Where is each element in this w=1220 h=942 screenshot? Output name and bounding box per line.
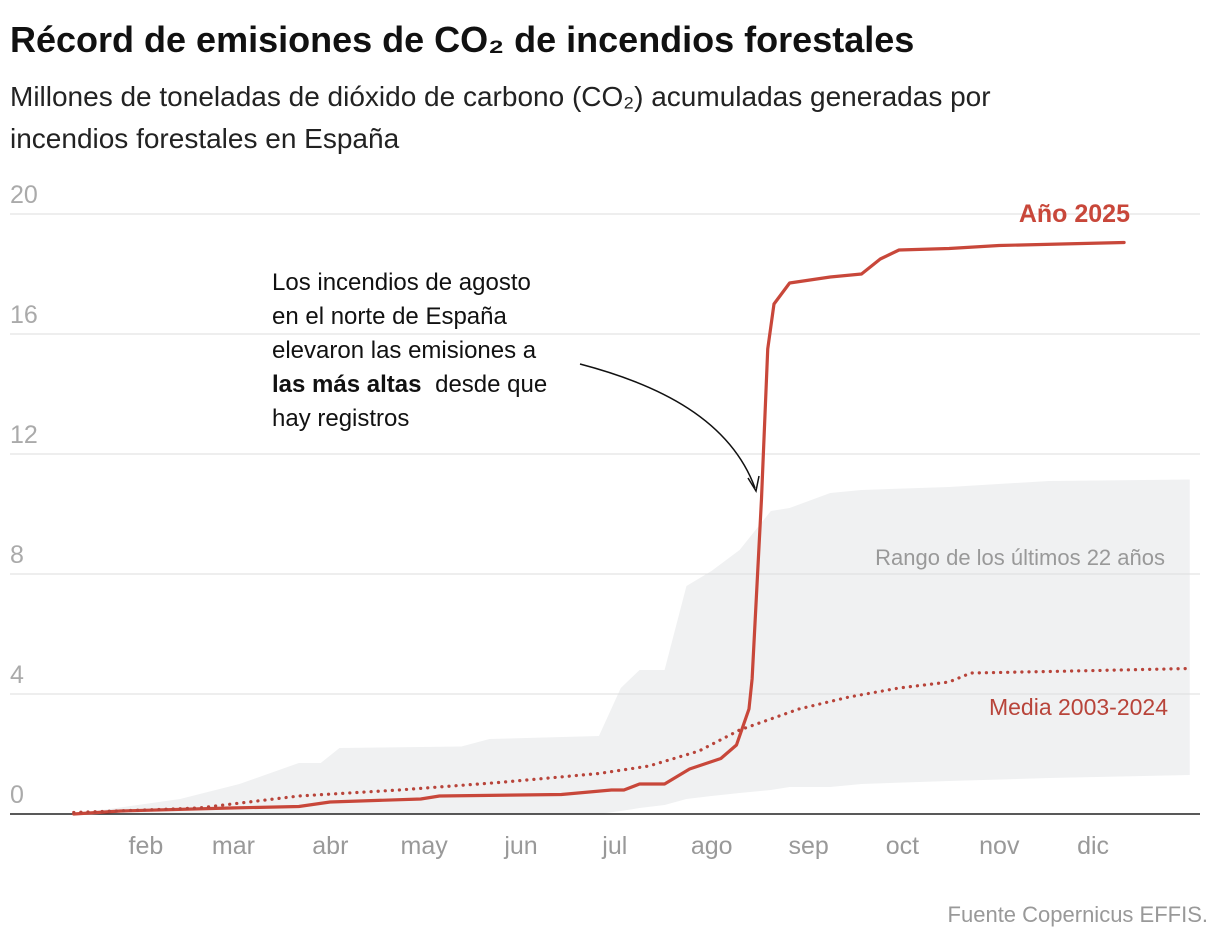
series-line bbox=[72, 240, 1126, 816]
x-tick-label: abr bbox=[312, 832, 348, 860]
x-tick-label: nov bbox=[979, 832, 1020, 860]
arrow-head bbox=[747, 475, 760, 494]
y-tick-label: 16 bbox=[10, 301, 38, 329]
y-tick-label: 8 bbox=[10, 541, 24, 569]
x-tick-label: sep bbox=[788, 832, 828, 860]
y-tick-label: 12 bbox=[10, 421, 38, 449]
legend-label: Año 2025 bbox=[1019, 200, 1130, 228]
grid-layer: 0 4 8 12 16 20 feb mar abr may jun jul ago sep oct nov d… bbox=[10, 181, 1200, 860]
x-tick-label: dic bbox=[1077, 832, 1109, 860]
annotation-line: hay registros bbox=[272, 405, 409, 432]
annotation: Los incendios de agosto en el norte de E… bbox=[272, 269, 554, 432]
x-tick-label: feb bbox=[129, 832, 164, 860]
x-tick-label: mar bbox=[212, 832, 255, 860]
range-band bbox=[73, 479, 1190, 814]
y-tick-label: 0 bbox=[10, 781, 24, 809]
subtitle: Millones de toneladas de dióxido de carb… bbox=[10, 81, 991, 112]
legend-label: Media 2003-2024 bbox=[989, 694, 1168, 720]
chart-title: Récord de emisiones de CO₂ de incendios … bbox=[10, 19, 914, 60]
source: Fuente Copernicus EFFIS. bbox=[948, 902, 1208, 927]
series-line bbox=[72, 666, 1192, 815]
annotation-line: en el norte de España bbox=[272, 303, 507, 330]
x-tick-label: jun bbox=[503, 832, 537, 860]
x-tick-label: may bbox=[401, 832, 449, 860]
y-tick-label: 4 bbox=[10, 661, 24, 689]
annotation-arrow bbox=[579, 363, 756, 489]
x-tick-label: ago bbox=[691, 832, 733, 860]
x-tick-label: oct bbox=[886, 832, 919, 860]
y-tick-label: 20 bbox=[10, 181, 38, 209]
annotation-line: Los incendios de agosto bbox=[272, 269, 531, 296]
band-layer: Rango de los últimos 22 años bbox=[73, 479, 1190, 814]
lines-layer: Año 2025 Media 2003-2024 bbox=[72, 200, 1192, 816]
subtitle: incendios forestales en España bbox=[10, 123, 400, 154]
annotation-line: desde que bbox=[435, 371, 547, 398]
x-tick-label: jul bbox=[601, 832, 627, 860]
annotation-line: elevaron las emisiones a bbox=[272, 337, 537, 364]
band-label: Rango de los últimos 22 años bbox=[875, 545, 1165, 570]
annotation-bold: las más altas bbox=[272, 371, 421, 398]
